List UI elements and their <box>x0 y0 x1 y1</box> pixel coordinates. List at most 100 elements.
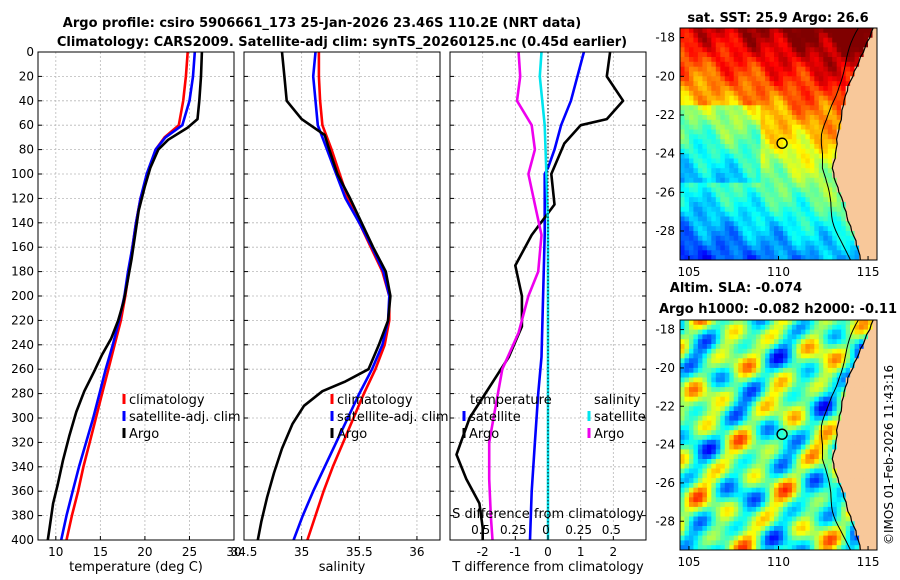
ocean-cell <box>715 430 721 436</box>
land-cell <box>863 449 869 455</box>
ocean-cell <box>756 329 762 335</box>
ocean-cell <box>684 42 690 48</box>
ocean-cell <box>697 367 703 374</box>
ocean-cell <box>706 540 712 546</box>
ocean-cell <box>720 545 726 550</box>
ocean-cell <box>836 540 842 546</box>
land-cell <box>859 182 865 189</box>
ocean-cell <box>715 367 721 374</box>
ocean-cell <box>774 240 780 247</box>
ocean-cell <box>765 420 771 426</box>
ocean-cell <box>791 545 797 550</box>
legend-label: Argo <box>469 427 499 442</box>
ocean-cell <box>742 76 748 82</box>
ocean-cell <box>832 521 838 527</box>
ocean-cell <box>693 391 699 398</box>
ocean-cell <box>738 86 744 92</box>
ocean-cell <box>778 463 784 470</box>
ocean-cell <box>733 502 739 508</box>
ocean-cell <box>765 32 771 39</box>
ocean-cell <box>796 182 802 189</box>
ocean-cell <box>680 240 686 247</box>
ocean-cell <box>809 401 815 407</box>
ocean-cell <box>818 245 824 251</box>
ocean-cell <box>715 363 721 369</box>
ocean-cell <box>751 37 757 44</box>
ocean-cell <box>702 449 708 455</box>
ocean-cell <box>800 478 806 484</box>
ocean-cell <box>729 406 735 412</box>
ocean-cell <box>809 57 815 63</box>
land-cell <box>859 511 865 518</box>
ocean-cell <box>850 240 856 247</box>
ocean-cell <box>738 320 744 326</box>
ocean-cell <box>818 177 824 184</box>
ocean-cell <box>760 42 766 48</box>
land-cell <box>845 463 851 470</box>
ocean-cell <box>742 28 748 34</box>
ocean-cell <box>693 473 699 479</box>
ocean-cell <box>823 372 829 379</box>
ocean-cell <box>711 526 717 532</box>
land-cell <box>845 502 851 508</box>
ocean-cell <box>742 435 748 441</box>
ocean-cell <box>724 173 730 179</box>
land-cell <box>850 382 856 388</box>
ocean-cell <box>706 235 712 242</box>
land-cell <box>863 119 869 126</box>
ocean-cell <box>733 148 739 155</box>
ocean-cell <box>827 444 833 450</box>
land-cell <box>872 86 877 92</box>
ocean-cell <box>818 226 824 232</box>
ocean-cell <box>742 81 748 87</box>
ocean-cell <box>836 506 842 513</box>
ocean-cell <box>689 206 695 213</box>
ocean-cell <box>809 197 815 203</box>
ocean-cell <box>684 61 690 68</box>
land-cell <box>845 144 851 150</box>
ocean-cell <box>697 459 703 465</box>
ocean-cell <box>702 216 708 222</box>
ocean-cell <box>706 506 712 513</box>
land-cell <box>872 158 877 164</box>
ocean-cell <box>809 492 815 498</box>
ocean-cell <box>769 221 775 227</box>
ocean-cell <box>809 382 815 388</box>
ocean-cell <box>783 197 789 203</box>
ocean-cell <box>832 482 838 489</box>
ocean-cell <box>742 100 748 106</box>
ocean-cell <box>832 415 838 422</box>
land-cell <box>863 492 869 498</box>
ocean-cell <box>765 339 771 345</box>
land-cell <box>854 221 860 227</box>
ocean-cell <box>697 406 703 412</box>
ocean-cell <box>774 47 780 53</box>
ocean-cell <box>774 177 780 184</box>
ocean-cell <box>791 90 797 97</box>
ocean-cell <box>778 163 784 169</box>
ocean-cell <box>738 435 744 441</box>
ocean-cell <box>729 221 735 227</box>
ocean-cell <box>765 473 771 479</box>
ocean-cell <box>791 211 797 218</box>
ocean-cell <box>733 182 739 189</box>
land-cell <box>868 473 874 479</box>
ocean-cell <box>769 420 775 426</box>
ocean-cell <box>706 502 712 508</box>
ocean-cell <box>711 482 717 489</box>
land-cell <box>863 197 869 203</box>
ocean-cell <box>756 459 762 465</box>
ocean-cell <box>756 139 762 145</box>
ocean-cell <box>738 81 744 87</box>
ocean-cell <box>814 86 820 92</box>
ocean-cell <box>689 173 695 179</box>
ocean-cell <box>814 444 820 450</box>
ocean-cell <box>760 430 766 436</box>
ocean-cell <box>720 221 726 227</box>
ocean-cell <box>760 511 766 518</box>
land-cell <box>845 482 851 489</box>
ocean-cell <box>800 511 806 518</box>
ocean-cell <box>680 324 686 331</box>
ocean-cell <box>747 61 753 68</box>
ocean-cell <box>747 197 753 203</box>
